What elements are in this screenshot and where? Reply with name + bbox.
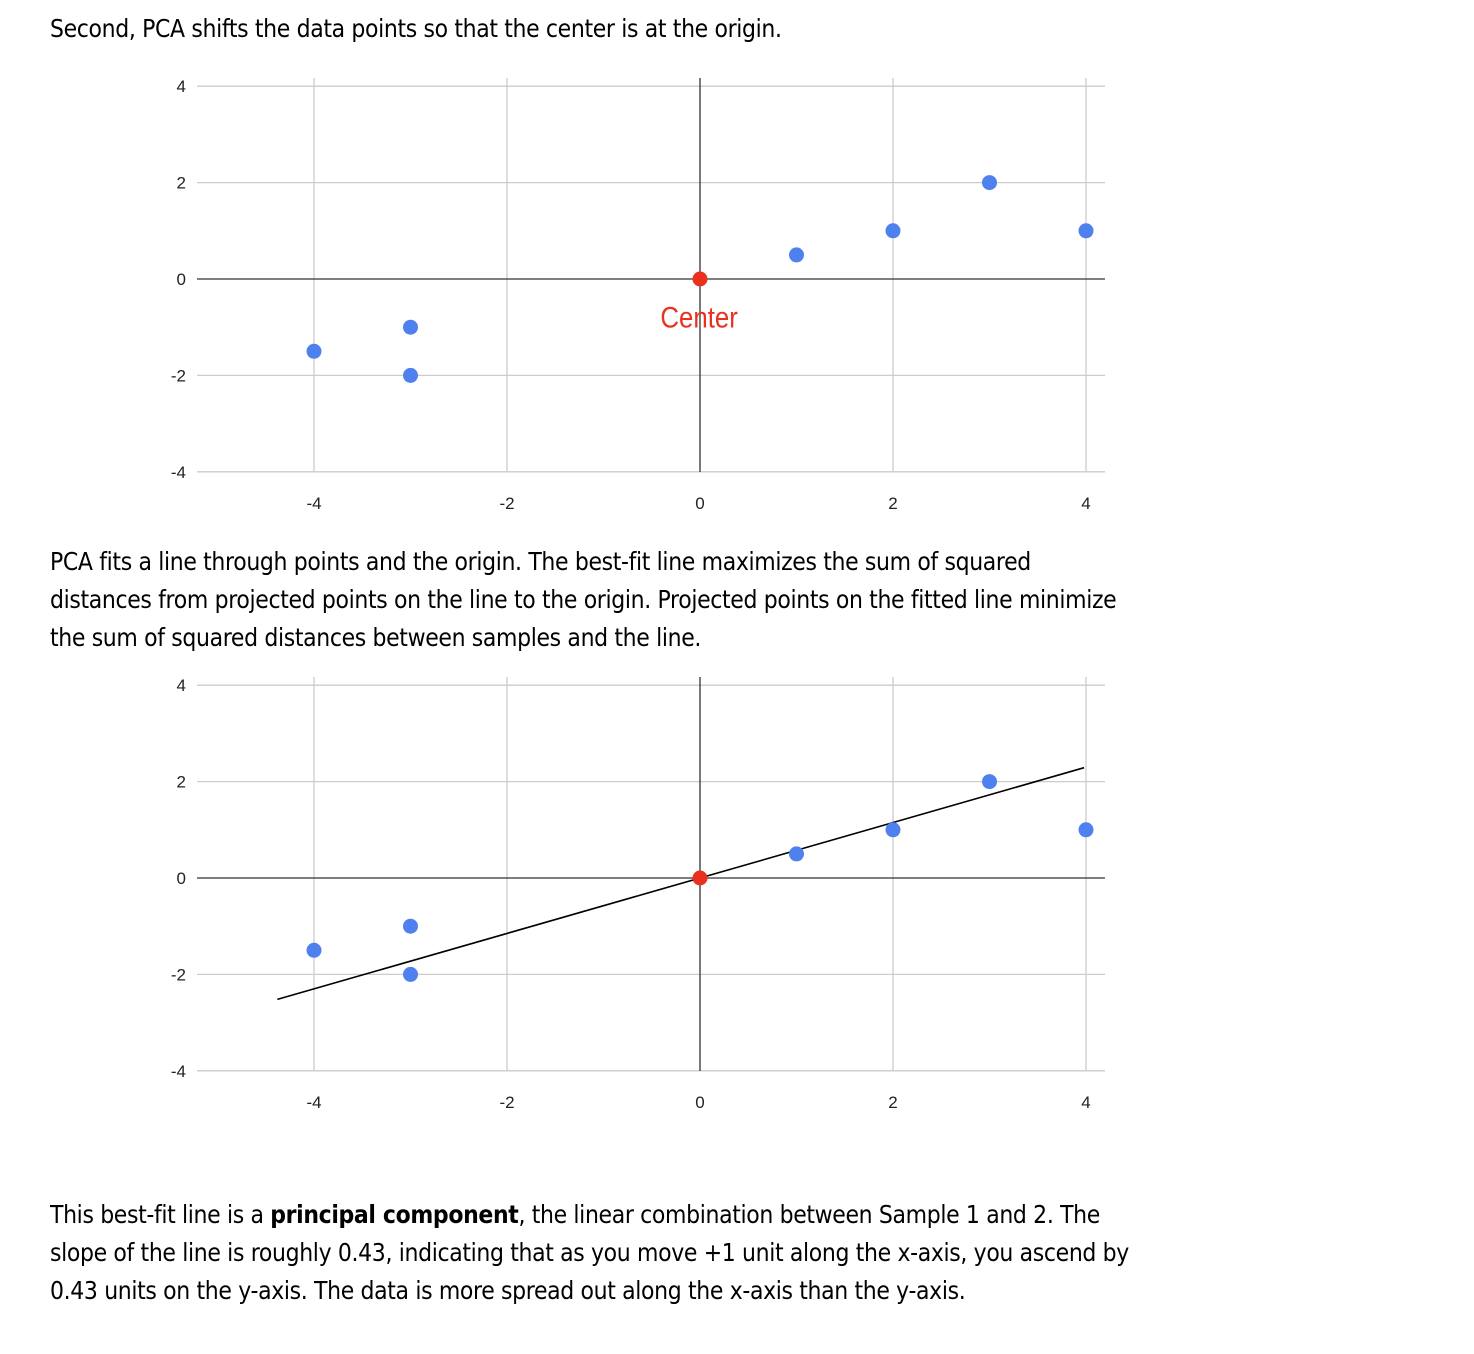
data-point <box>403 367 418 383</box>
data-point <box>403 319 418 335</box>
x-tick-label: -2 <box>499 1093 514 1112</box>
y-tick-label: 2 <box>177 174 186 193</box>
best-fit-line-chart: 4 2 0 -2 -4 -4 -2 0 2 4 <box>171 676 1105 1112</box>
x-tick-label: 0 <box>695 494 704 513</box>
x-tick-label: -4 <box>306 1093 321 1112</box>
y-tick-label: 2 <box>177 773 186 792</box>
x-tick-label: 0 <box>695 1093 704 1112</box>
intro-text: Second, PCA shifts the data points so th… <box>50 14 782 43</box>
data-point <box>1078 822 1094 838</box>
center-point <box>692 870 708 886</box>
pc-text-line-2: slope of the line is roughly 0.43, indic… <box>50 1238 1129 1267</box>
pc-text-pre: This best-fit line is a <box>50 1200 271 1229</box>
y-tick-label: -4 <box>171 1062 186 1081</box>
center-point <box>692 271 708 287</box>
centered-scatter-chart: 4 2 0 -2 -4 -4 -2 0 2 4 Center <box>171 77 1105 513</box>
y-tick-label: -4 <box>171 463 186 482</box>
y-tick-label: -2 <box>171 366 186 385</box>
y-tick-label: 0 <box>177 869 186 888</box>
center-annotation: Center <box>660 301 737 334</box>
best-fit-line <box>277 766 1085 1001</box>
pc-term: principal component <box>270 1200 519 1229</box>
y-tick-label: 4 <box>177 676 186 695</box>
intro-paragraph: Second, PCA shifts the data points so th… <box>50 10 1423 48</box>
x-tick-label: 2 <box>888 494 897 513</box>
x-tick-label: -2 <box>499 494 514 513</box>
pc-text-line-1-post: , the linear combination between Sample … <box>518 1200 1100 1229</box>
principal-component-paragraph: This best-fit line is a principal compon… <box>50 1196 1423 1310</box>
fit-line-text-line-1: PCA fits a line through points and the o… <box>50 547 1031 576</box>
y-tick-label: 4 <box>177 77 186 96</box>
y-tick-label: -2 <box>171 965 186 984</box>
data-point <box>789 247 804 263</box>
x-tick-label: -4 <box>306 494 321 513</box>
fit-line-paragraph: PCA fits a line through points and the o… <box>50 543 1423 657</box>
data-point <box>403 966 418 982</box>
data-point <box>885 822 901 838</box>
y-tick-label: 0 <box>177 270 186 289</box>
data-point <box>982 774 997 790</box>
data-point <box>885 223 901 239</box>
x-tick-label: 4 <box>1081 1093 1090 1112</box>
data-point <box>306 343 322 359</box>
fit-line-text-line-2: distances from projected points on the l… <box>50 585 1117 614</box>
x-tick-label: 4 <box>1081 494 1090 513</box>
data-point <box>403 918 418 934</box>
pc-text-line-3: 0.43 units on the y-axis. The data is mo… <box>50 1276 966 1305</box>
data-point <box>789 846 804 862</box>
fit-line-text-line-3: the sum of squared distances between sam… <box>50 623 702 652</box>
data-point <box>306 942 322 958</box>
data-point <box>982 175 997 191</box>
x-tick-label: 2 <box>888 1093 897 1112</box>
data-point <box>1078 223 1094 239</box>
